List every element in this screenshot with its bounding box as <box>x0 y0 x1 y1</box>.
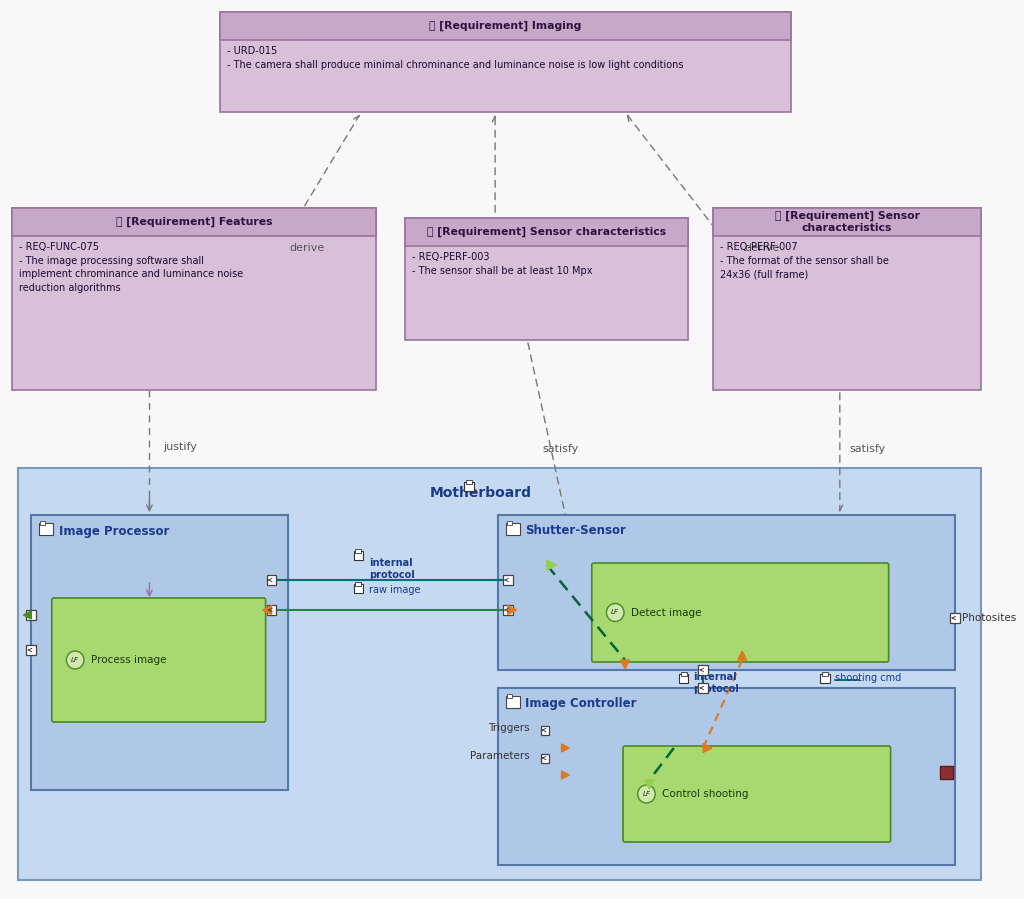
Bar <box>698 683 708 693</box>
Text: Control shooting: Control shooting <box>663 789 749 799</box>
Text: - URD-015
- The camera shall produce minimal chrominance and luminance noise is : - URD-015 - The camera shall produce min… <box>226 46 683 69</box>
FancyBboxPatch shape <box>52 598 265 722</box>
Text: Ⓡ [Requirement] Sensor characteristics: Ⓡ [Requirement] Sensor characteristics <box>427 227 667 237</box>
Bar <box>681 672 686 676</box>
Text: Ⓡ [Requirement] Sensor
characteristics: Ⓡ [Requirement] Sensor characteristics <box>774 211 920 233</box>
Bar <box>32 515 288 790</box>
Text: Image Controller: Image Controller <box>525 698 637 710</box>
Text: LF: LF <box>611 610 620 616</box>
Bar <box>822 672 828 676</box>
Bar <box>498 515 955 670</box>
Polygon shape <box>24 611 32 619</box>
Text: LF: LF <box>642 791 650 797</box>
Bar <box>820 674 830 683</box>
Text: Ⓡ [Requirement] Imaging: Ⓡ [Requirement] Imaging <box>429 21 582 31</box>
Text: Detect image: Detect image <box>631 608 701 618</box>
Bar <box>950 613 959 623</box>
Bar <box>506 696 519 708</box>
Bar <box>713 208 981 236</box>
Bar <box>698 665 708 675</box>
Text: satisfy: satisfy <box>542 444 579 455</box>
Bar <box>39 523 52 535</box>
Bar <box>11 208 376 390</box>
Bar <box>507 694 512 698</box>
Polygon shape <box>703 743 712 752</box>
Bar <box>503 575 513 585</box>
Text: internal
protocol: internal protocol <box>693 672 739 694</box>
Bar <box>507 521 512 525</box>
Bar <box>541 725 549 734</box>
Bar <box>355 582 361 586</box>
Bar <box>27 645 36 655</box>
Bar <box>940 766 953 779</box>
Bar <box>503 605 513 615</box>
Bar <box>17 468 981 880</box>
Polygon shape <box>621 660 630 669</box>
Text: Ⓡ [Requirement] Features: Ⓡ [Requirement] Features <box>116 217 272 227</box>
Bar <box>266 605 276 615</box>
Polygon shape <box>645 780 653 789</box>
Polygon shape <box>547 560 557 570</box>
Polygon shape <box>561 744 569 752</box>
Text: internal
protocol: internal protocol <box>369 558 415 580</box>
Bar <box>541 753 549 762</box>
FancyBboxPatch shape <box>592 563 889 662</box>
Bar <box>406 218 688 246</box>
Text: Motherboard: Motherboard <box>429 486 531 500</box>
Text: derive: derive <box>744 243 779 253</box>
Text: - REQ-PERF-007
- The format of the sensor shall be
24x36 (full frame): - REQ-PERF-007 - The format of the senso… <box>720 242 889 280</box>
Bar <box>506 523 519 535</box>
Bar <box>266 575 276 585</box>
Circle shape <box>67 651 84 669</box>
Text: LF: LF <box>72 657 79 663</box>
Bar <box>40 521 45 525</box>
Text: derive: derive <box>507 218 542 228</box>
Text: Parameters: Parameters <box>470 751 529 761</box>
Bar <box>679 674 688 683</box>
Text: - REQ-FUNC-075
- The image processing software shall
implement chrominance and l: - REQ-FUNC-075 - The image processing so… <box>18 242 243 293</box>
Text: derive: derive <box>289 243 325 253</box>
Text: satisfy: satisfy <box>850 444 886 455</box>
Circle shape <box>606 603 624 621</box>
Bar <box>406 218 688 340</box>
Text: raw image: raw image <box>369 585 421 595</box>
Bar <box>11 208 376 236</box>
Bar <box>353 551 364 560</box>
Circle shape <box>638 785 655 803</box>
Bar <box>220 12 791 40</box>
Bar <box>498 688 955 865</box>
Polygon shape <box>561 771 569 779</box>
Bar <box>713 208 981 390</box>
Bar <box>464 482 474 491</box>
Polygon shape <box>508 606 516 615</box>
Text: Image Processor: Image Processor <box>58 524 169 538</box>
Text: Process image: Process image <box>91 655 166 665</box>
Bar <box>220 12 791 112</box>
Polygon shape <box>263 606 271 615</box>
Text: justify: justify <box>163 442 197 452</box>
Bar <box>27 610 36 620</box>
Text: shooting cmd: shooting cmd <box>835 673 901 683</box>
Bar <box>466 480 472 484</box>
FancyBboxPatch shape <box>623 746 891 842</box>
Bar <box>353 584 364 593</box>
Text: - REQ-PERF-003
- The sensor shall be at least 10 Mpx: - REQ-PERF-003 - The sensor shall be at … <box>412 252 593 276</box>
Bar <box>355 549 361 553</box>
Text: Triggers: Triggers <box>487 723 529 733</box>
Text: Photosites: Photosites <box>962 613 1016 623</box>
Polygon shape <box>737 651 746 660</box>
Text: Shutter-Sensor: Shutter-Sensor <box>525 524 627 538</box>
